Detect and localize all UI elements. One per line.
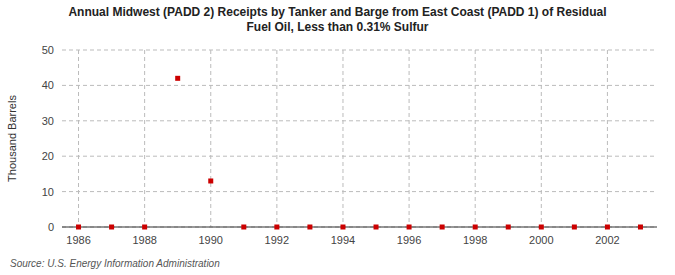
x-tick-label: 1992 (265, 234, 289, 246)
point (572, 225, 577, 230)
point (473, 225, 478, 230)
x-tick-label: 1996 (397, 234, 421, 246)
point (605, 225, 610, 230)
x-tick-label: 1986 (66, 234, 90, 246)
grid-line (607, 50, 608, 227)
grid-line (409, 50, 410, 227)
point (506, 225, 511, 230)
x-axis-line (62, 227, 657, 228)
point (274, 225, 279, 230)
point (307, 225, 312, 230)
grid-line (62, 227, 657, 228)
source: Source: U.S. Energy Information Administ… (10, 258, 220, 269)
point (340, 225, 345, 230)
grid-line (78, 50, 79, 227)
x-tick-label: 1994 (331, 234, 355, 246)
title: Annual Midwest (PADD 2) Receipts by Tank… (68, 5, 606, 34)
grid-line (62, 191, 657, 192)
point (175, 76, 180, 81)
grid-line (62, 50, 657, 51)
y-tick-label: 30 (42, 115, 54, 127)
point (208, 178, 213, 183)
point (76, 225, 81, 230)
point (241, 225, 246, 230)
point (407, 225, 412, 230)
point (440, 225, 445, 230)
y-axis-label: Thousand Barrels (6, 95, 18, 182)
grid-line (62, 120, 657, 121)
chart: Annual Midwest (PADD 2) Receipts by Tank… (0, 0, 675, 275)
grid-line (475, 50, 476, 227)
point (142, 225, 147, 230)
x-tick-label: 1988 (132, 234, 156, 246)
grid-line (62, 156, 657, 157)
grid-line (144, 50, 145, 227)
y-tick-label: 10 (42, 186, 54, 198)
x-tick-label: 2000 (529, 234, 553, 246)
y-tick-label: 50 (42, 44, 54, 56)
grid (62, 50, 657, 227)
grid-line (342, 50, 343, 227)
grid-line (62, 85, 657, 86)
y-tick-label: 0 (48, 221, 54, 233)
x-tick-label: 1990 (199, 234, 223, 246)
grid-line (276, 50, 277, 227)
y-tick-label: 20 (42, 150, 54, 162)
grid-line (541, 50, 542, 227)
grid-line (210, 50, 211, 227)
point (374, 225, 379, 230)
points (76, 76, 643, 230)
point (539, 225, 544, 230)
x-tick-label: 2002 (595, 234, 619, 246)
x-tick-label: 1998 (463, 234, 487, 246)
y-tick-label: 40 (42, 79, 54, 91)
point (638, 225, 643, 230)
point (109, 225, 114, 230)
